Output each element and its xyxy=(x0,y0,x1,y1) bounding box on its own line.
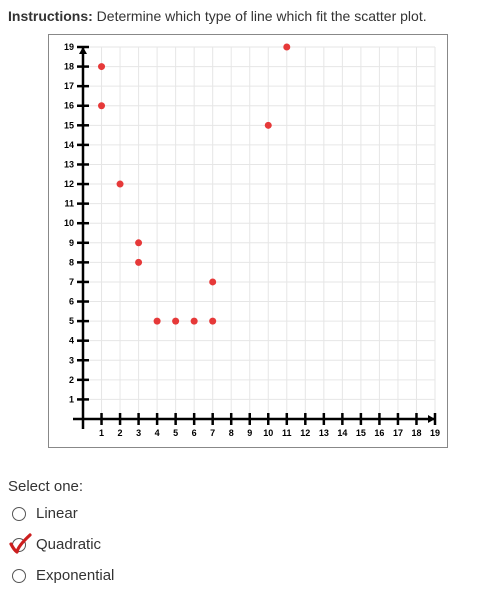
instructions: Instructions: Determine which type of li… xyxy=(8,8,494,24)
svg-text:8: 8 xyxy=(229,428,234,438)
select-one-label: Select one: xyxy=(8,478,494,495)
radio-unselected xyxy=(12,507,26,521)
svg-text:9: 9 xyxy=(69,238,74,248)
svg-text:12: 12 xyxy=(64,179,74,189)
option-exponential[interactable]: Exponential xyxy=(12,567,494,584)
svg-text:15: 15 xyxy=(356,428,366,438)
svg-text:7: 7 xyxy=(69,277,74,287)
svg-text:2: 2 xyxy=(69,375,74,385)
svg-text:13: 13 xyxy=(64,159,74,169)
svg-text:11: 11 xyxy=(282,428,292,438)
svg-text:10: 10 xyxy=(64,218,74,228)
svg-text:14: 14 xyxy=(337,428,347,438)
radio-unselected xyxy=(12,569,26,583)
option-label: Linear xyxy=(36,505,78,522)
svg-text:9: 9 xyxy=(247,428,252,438)
svg-text:6: 6 xyxy=(69,297,74,307)
instructions-text: Determine which type of line which fit t… xyxy=(93,8,427,24)
svg-text:14: 14 xyxy=(64,140,74,150)
svg-text:3: 3 xyxy=(69,355,74,365)
svg-text:7: 7 xyxy=(210,428,215,438)
svg-text:12: 12 xyxy=(300,428,310,438)
svg-text:18: 18 xyxy=(64,62,74,72)
svg-text:13: 13 xyxy=(319,428,329,438)
svg-text:1: 1 xyxy=(69,394,74,404)
svg-text:19: 19 xyxy=(64,42,74,52)
svg-text:15: 15 xyxy=(64,120,74,130)
svg-text:4: 4 xyxy=(69,336,74,346)
svg-text:3: 3 xyxy=(136,428,141,438)
option-label: Exponential xyxy=(36,567,114,584)
chart-container: 1234567891011121314151617181912345678910… xyxy=(48,34,448,448)
svg-text:19: 19 xyxy=(430,428,440,438)
svg-text:16: 16 xyxy=(374,428,384,438)
option-linear[interactable]: Linear xyxy=(12,505,494,522)
radio-selected xyxy=(12,538,26,552)
svg-text:1: 1 xyxy=(99,428,104,438)
svg-text:10: 10 xyxy=(263,428,273,438)
svg-text:18: 18 xyxy=(411,428,421,438)
svg-text:2: 2 xyxy=(118,428,123,438)
option-quadratic[interactable]: Quadratic xyxy=(12,536,494,553)
instructions-label: Instructions: xyxy=(8,8,93,24)
svg-text:8: 8 xyxy=(69,257,74,267)
svg-text:17: 17 xyxy=(393,428,403,438)
svg-text:5: 5 xyxy=(69,316,74,326)
svg-text:16: 16 xyxy=(64,101,74,111)
svg-text:4: 4 xyxy=(155,428,160,438)
svg-text:11: 11 xyxy=(64,199,74,209)
option-label: Quadratic xyxy=(36,536,101,553)
svg-text:17: 17 xyxy=(64,81,74,91)
scatter-plot: 1234567891011121314151617181912345678910… xyxy=(55,41,441,441)
options-group: Linear Quadratic Exponential xyxy=(8,505,494,584)
svg-text:6: 6 xyxy=(192,428,197,438)
svg-text:5: 5 xyxy=(173,428,178,438)
